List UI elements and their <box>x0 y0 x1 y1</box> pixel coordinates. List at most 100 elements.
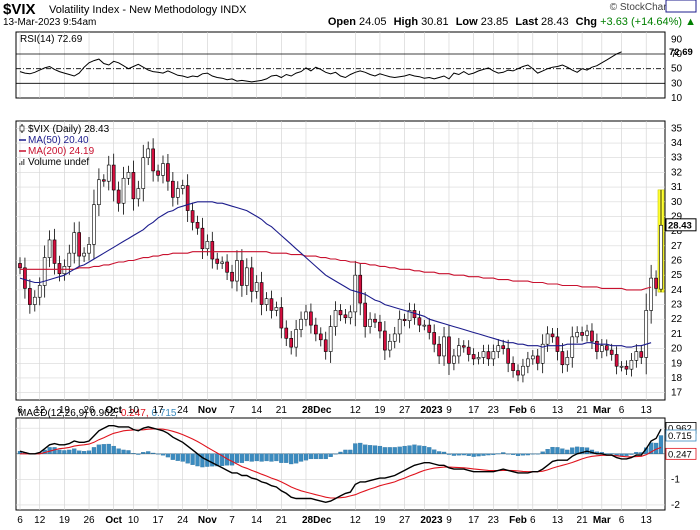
macd-hist-bar <box>392 447 397 454</box>
candle-body <box>215 258 220 264</box>
candle-body <box>659 224 663 290</box>
candle-body <box>461 345 466 348</box>
macd-hist-bar <box>486 453 491 456</box>
x-tick-label: 21 <box>276 405 288 416</box>
macd-hist-bar <box>545 449 550 454</box>
macd-hist-bar <box>550 446 555 454</box>
price-tick-label: 32 <box>671 167 683 178</box>
macd-hist-bar <box>244 453 249 462</box>
x-tick-label: 24 <box>177 405 189 416</box>
x-tick-label-macd: 13 <box>641 515 653 526</box>
macd-hist-bar <box>343 449 348 454</box>
macd-hist-bar <box>303 453 309 461</box>
x-tick-label-macd: 19 <box>59 515 71 526</box>
candle-body <box>595 340 599 352</box>
candle-body <box>387 340 392 351</box>
price-tick-label: 29 <box>671 211 683 222</box>
candle-body <box>230 271 234 282</box>
candle-body <box>402 318 407 322</box>
candle-body <box>200 227 205 250</box>
macd-hist-bar <box>264 453 269 462</box>
x-tick-label: 19 <box>374 405 386 416</box>
macd-hist-bar <box>506 453 511 455</box>
x-tick-label: 17 <box>152 405 164 416</box>
macd-hist-bar <box>377 445 383 454</box>
high-label: High <box>393 16 419 28</box>
candle-body <box>437 343 441 357</box>
rsi-tick-label: 10 <box>671 93 683 104</box>
macd-hist-bar <box>269 453 274 462</box>
x-tick-label: 28Dec <box>302 405 332 416</box>
x-tick-label: 2023 <box>420 405 443 416</box>
candle-body <box>526 358 530 367</box>
macd-hist-bar <box>151 452 156 454</box>
candle-body <box>314 324 318 335</box>
price-tick-label: 26 <box>671 256 683 267</box>
candle-body <box>516 370 520 376</box>
candle-body <box>447 336 451 364</box>
x-tick-label-macd: 6 <box>17 515 23 526</box>
last-label: Last <box>515 16 538 28</box>
price-tick-label: 33 <box>671 153 683 164</box>
macd-hist-bar <box>175 453 180 461</box>
macd-hist-bar <box>234 453 240 463</box>
candle-body <box>521 365 525 376</box>
macd-hist-bar <box>456 453 461 456</box>
candle-body <box>141 157 146 189</box>
macd-hist-bar <box>436 451 442 454</box>
macd-hist-bar <box>210 453 215 467</box>
x-tick-label-macd: 12 <box>34 515 46 526</box>
x-tick-label-macd: 9 <box>446 515 452 526</box>
candle-body <box>432 332 437 345</box>
candle-body <box>604 345 609 351</box>
candle-body <box>151 148 155 172</box>
macd-hist-bar <box>441 451 447 454</box>
price-tick-label: 30 <box>671 197 683 208</box>
chg-arrow-icon: ▲ <box>685 16 696 28</box>
macd-hist-bar <box>220 453 225 466</box>
chg-value: +3.63 (+14.64%) <box>600 16 683 28</box>
macd-hist-bar <box>629 453 634 455</box>
last-price-tag-box <box>665 218 697 232</box>
x-tick-label: 6 <box>17 405 23 416</box>
candle-body <box>146 148 151 159</box>
candle-body <box>126 172 131 179</box>
candle-body <box>185 185 190 211</box>
open-label: Open <box>327 16 356 28</box>
macd-hist-bar <box>367 445 373 454</box>
x-tick-label: 26 <box>83 405 95 416</box>
x-tick-label: 13 <box>552 405 564 416</box>
symbol-description: Volatility Index - New Methodology INDX <box>49 4 247 16</box>
x-tick-label-macd: 17 <box>468 515 480 526</box>
macd-hist-bar <box>540 451 545 454</box>
macd-hist-bar <box>81 451 87 454</box>
candle-body <box>259 282 264 305</box>
macd-hist-bar <box>294 453 299 464</box>
macd-hist-bar <box>525 453 530 456</box>
candle-body <box>540 343 545 364</box>
candle-body <box>358 274 363 304</box>
candle-body <box>511 362 515 371</box>
candle-body <box>205 241 210 250</box>
macd-hist-bar <box>190 453 195 465</box>
macd-hist-bar <box>57 449 62 454</box>
candle-body <box>496 345 501 352</box>
x-tick-label-macd: 12 <box>350 515 362 526</box>
price-tick-label: 25 <box>671 270 683 281</box>
candle-body <box>560 351 565 366</box>
x-tick-label: 12 <box>34 405 46 416</box>
macd-hist-bar <box>86 450 92 454</box>
macd-hist-bar <box>658 435 664 454</box>
candle-body <box>639 351 644 358</box>
macd-tag: 0.962 <box>668 423 692 434</box>
x-tick-label-macd: 13 <box>552 515 564 526</box>
candle-body <box>309 311 313 326</box>
macd-legend-macd: 0.962, <box>90 408 121 419</box>
macd-hist-bar <box>476 453 481 457</box>
candle-body <box>294 329 298 348</box>
candle-body <box>348 311 353 319</box>
candle-body <box>471 354 476 360</box>
candle-body <box>299 318 303 330</box>
x-tick-label: 7 <box>229 405 235 416</box>
macd-hist-bar <box>579 447 585 454</box>
